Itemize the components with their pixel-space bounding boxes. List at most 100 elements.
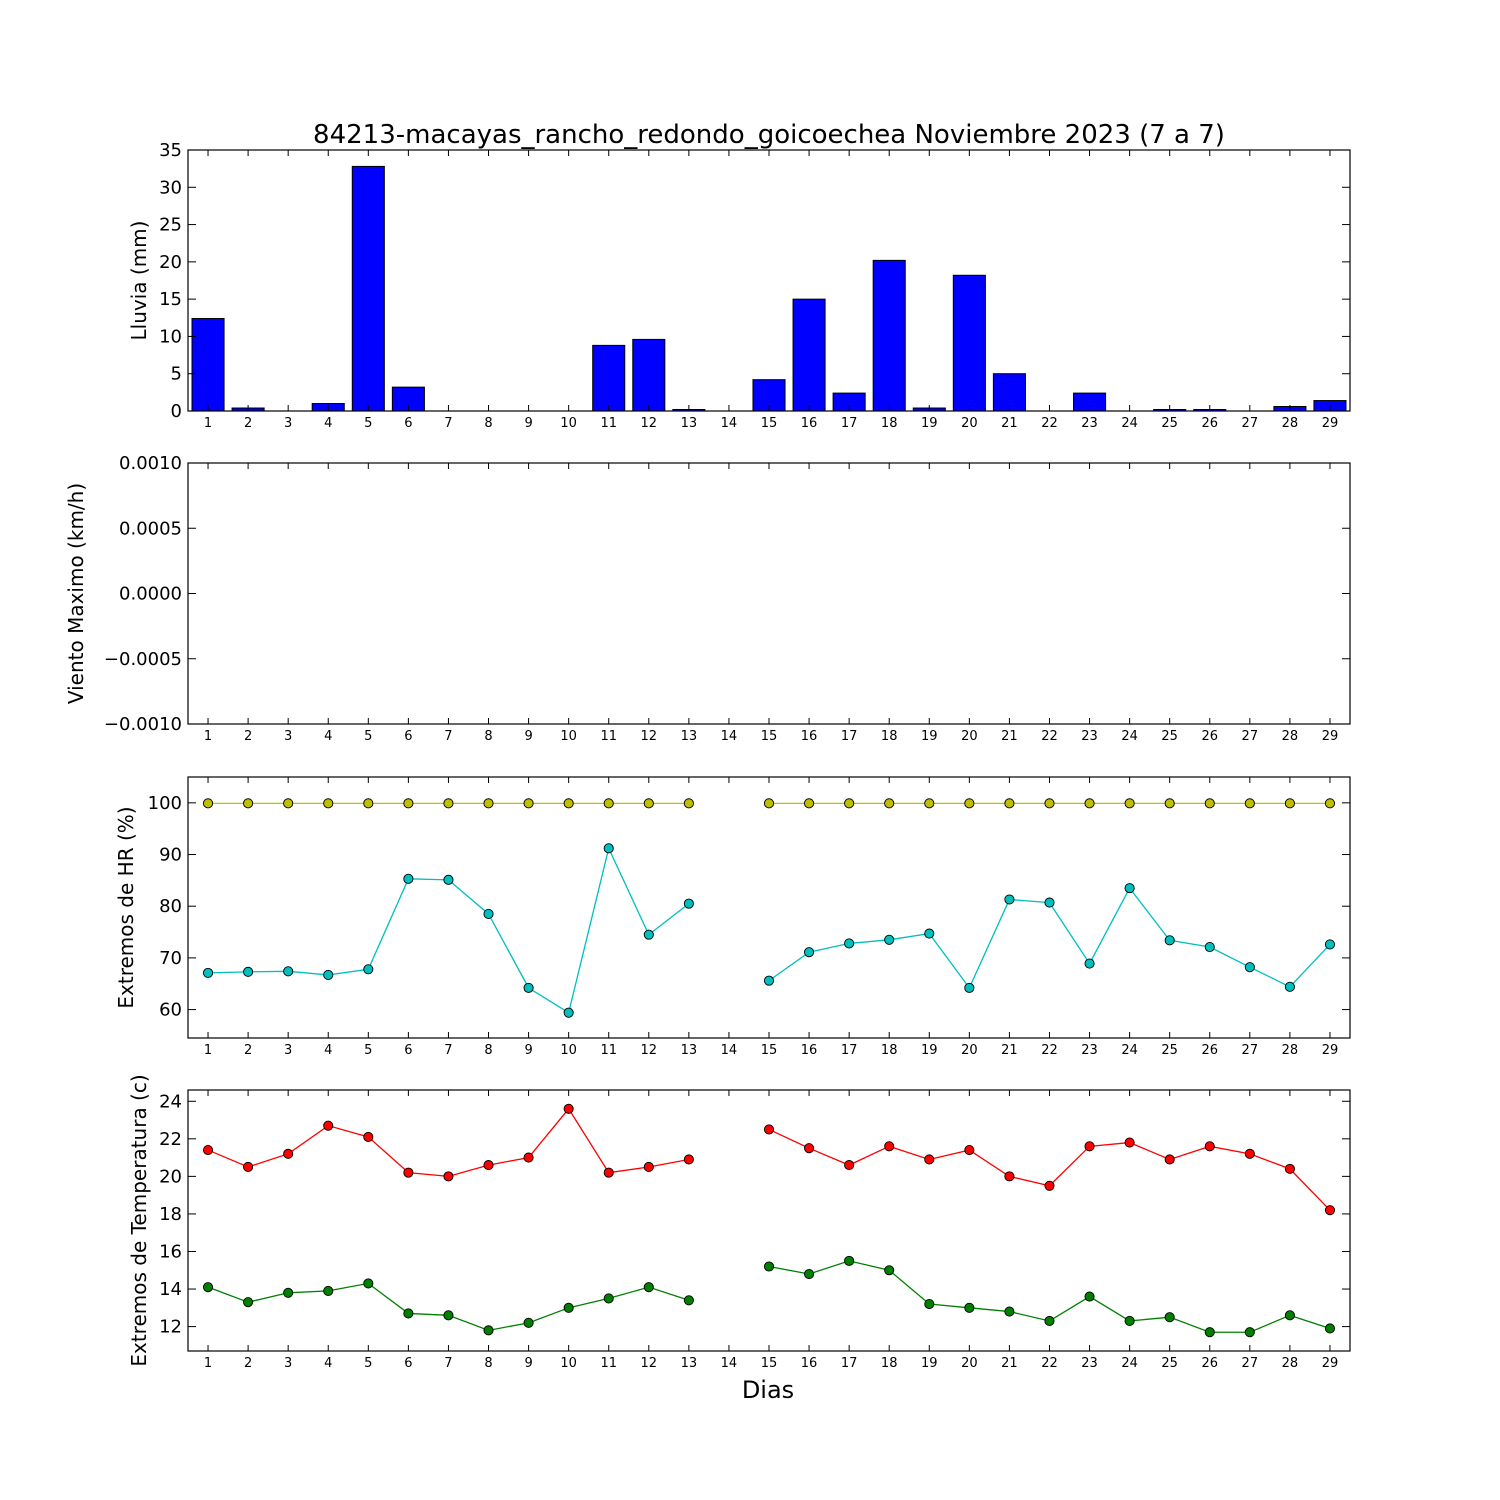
- rain-xtick-label: 20: [961, 416, 978, 431]
- humidity-ytick-label: 100: [148, 793, 182, 814]
- wind-xtick-label: 15: [761, 729, 778, 744]
- humidity-series-1-point-4: [323, 969, 334, 980]
- humidity-series-1-point-25: [1164, 935, 1175, 946]
- humidity-xtick-label: 29: [1322, 1043, 1339, 1058]
- temperature-xtick-label: 23: [1081, 1356, 1098, 1371]
- temperature-series-0-point-10: [563, 1103, 574, 1114]
- humidity-ytick-label: 90: [159, 845, 182, 866]
- humidity-xtick-label: 16: [801, 1043, 818, 1058]
- temperature-series-1-point-13: [683, 1295, 694, 1306]
- temperature-series-0-point-24: [1124, 1137, 1135, 1148]
- humidity-series-1-point-19: [924, 928, 935, 939]
- temperature-xtick-label: 18: [881, 1356, 898, 1371]
- temperature-series-1-point-2: [243, 1297, 254, 1308]
- rain-ytick-label: 15: [159, 289, 182, 310]
- humidity-xtick-label: 4: [324, 1043, 332, 1058]
- wind-xtick-label: 5: [364, 729, 372, 744]
- wind-xtick-label: 3: [284, 729, 292, 744]
- humidity-series-0-point-26: [1204, 798, 1215, 809]
- humidity-series-0-point-5: [363, 798, 374, 809]
- temperature-xtick-label: 2: [244, 1356, 252, 1371]
- temperature-xtick-label: 6: [404, 1356, 412, 1371]
- humidity-xtick-label: 26: [1201, 1043, 1218, 1058]
- temperature-series-0-point-12: [643, 1161, 654, 1173]
- rain-xtick-label: 27: [1242, 416, 1259, 431]
- temperature-xtick-label: 22: [1041, 1356, 1058, 1371]
- rain-xtick-label: 28: [1282, 416, 1299, 431]
- temperature-ytick-label: 24: [159, 1091, 182, 1112]
- humidity-series-0-point-24: [1124, 798, 1135, 809]
- humidity-series-1-point-29: [1324, 939, 1336, 950]
- rain-xtick-label: 23: [1081, 416, 1098, 431]
- temperature-series-1-point-16: [804, 1268, 815, 1280]
- humidity-xtick-label: 18: [881, 1043, 898, 1058]
- wind-xtick-label: 27: [1242, 729, 1259, 744]
- temperature-xtick-label: 20: [961, 1356, 978, 1371]
- wind-xtick-label: 2: [244, 729, 252, 744]
- rain-bar-21: [992, 373, 1026, 412]
- rain-ytick-label: 25: [159, 215, 182, 236]
- humidity-series-1-point-17: [844, 938, 855, 949]
- humidity-series-1-point-1: [202, 967, 214, 978]
- humidity-xtick-label: 2: [244, 1043, 252, 1058]
- temperature-series-1-point-10: [563, 1302, 574, 1313]
- temperature-series-0-point-29: [1324, 1205, 1336, 1216]
- humidity-series-0-point-12: [643, 798, 654, 809]
- rain-xtick-label: 16: [801, 416, 818, 431]
- temperature-series-1-point-27: [1244, 1327, 1255, 1338]
- temperature-series-1-point-12: [643, 1282, 654, 1293]
- humidity-series-0-point-3: [283, 798, 294, 809]
- wind-ytick-label: 0.0010: [119, 453, 182, 474]
- wind-xtick-label: 25: [1161, 729, 1178, 744]
- temperature-xtick-label: 25: [1161, 1356, 1178, 1371]
- temperature-series-0-point-20: [964, 1145, 975, 1156]
- wind-xtick-label: 6: [404, 729, 412, 744]
- humidity-series-1-point-11: [603, 843, 614, 854]
- rain-xtick-label: 3: [284, 416, 292, 431]
- humidity-series-0-point-11: [603, 798, 614, 809]
- humidity-ylabel: Extremos de HR (%): [114, 806, 138, 1008]
- humidity-xtick-label: 15: [761, 1043, 778, 1058]
- rain-xtick-label: 5: [364, 416, 372, 431]
- humidity-series-0-point-23: [1084, 798, 1095, 809]
- temperature-series-0-point-13: [683, 1154, 694, 1165]
- rain-xtick-label: 19: [921, 416, 938, 431]
- temperature-series-1-point-7: [443, 1310, 454, 1321]
- rain-xtick-label: 15: [761, 416, 778, 431]
- wind-xtick-label: 19: [921, 729, 938, 744]
- temperature-series-0-point-19: [924, 1154, 935, 1165]
- humidity-xtick-label: 1: [204, 1043, 212, 1058]
- humidity-xtick-label: 14: [721, 1043, 738, 1058]
- humidity-xtick-label: 27: [1242, 1043, 1259, 1058]
- figure-title: 84213-macayas_rancho_redondo_goicoechea …: [313, 120, 1225, 150]
- rain-xtick-label: 26: [1201, 416, 1218, 431]
- rain-xtick-label: 18: [881, 416, 898, 431]
- rain-ytick-label: 0: [171, 401, 182, 422]
- rain-xtick-label: 8: [484, 416, 492, 431]
- humidity-xtick-label: 10: [560, 1043, 577, 1058]
- rain-xtick-label: 14: [721, 416, 738, 431]
- rain-bar-1: [191, 318, 225, 412]
- temperature-series-1-point-22: [1044, 1315, 1055, 1327]
- humidity-series-0-point-16: [804, 798, 815, 809]
- humidity-xtick-label: 12: [641, 1043, 658, 1058]
- humidity-series-1-point-18: [884, 934, 895, 945]
- temperature-xtick-label: 12: [641, 1356, 658, 1371]
- rain-bar-16: [792, 298, 826, 412]
- humidity-series-1-point-7: [443, 874, 454, 885]
- humidity-series-1-point-13: [683, 898, 694, 909]
- temperature-series-0-point-3: [283, 1148, 294, 1159]
- temperature-xtick-label: 7: [444, 1356, 452, 1371]
- wind-xtick-label: 10: [560, 729, 577, 744]
- rain-ytick-label: 20: [159, 252, 182, 273]
- temperature-series-0-point-5: [363, 1131, 374, 1142]
- temperature-series-1-point-26: [1204, 1327, 1215, 1338]
- temperature-series-0-point-9: [523, 1152, 534, 1163]
- temperature-ytick-label: 20: [159, 1166, 182, 1187]
- wind-ytick-label: 0.0000: [119, 584, 182, 605]
- temperature-series-1-point-3: [283, 1287, 294, 1298]
- temperature-series-1-point-4: [323, 1285, 334, 1296]
- wind-xtick-label: 16: [801, 729, 818, 744]
- temperature-ytick-label: 18: [159, 1204, 182, 1225]
